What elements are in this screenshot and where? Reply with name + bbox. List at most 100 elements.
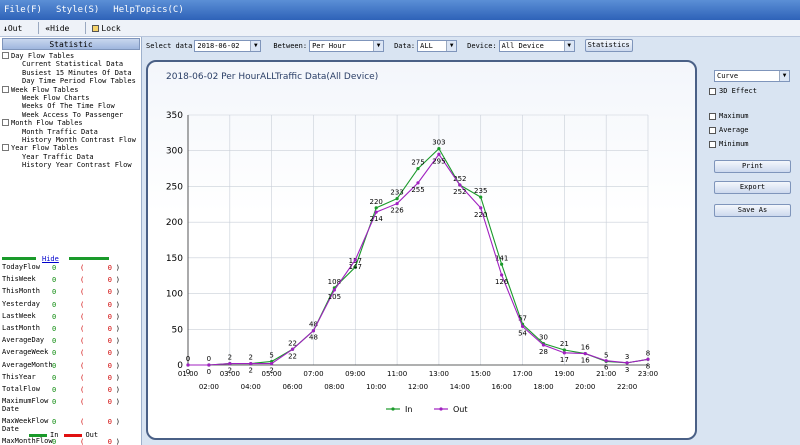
green-bar: [2, 257, 36, 260]
data-point-out: [625, 361, 629, 365]
out-button[interactable]: ↓ Out: [3, 24, 30, 33]
data-label-out: 17: [560, 356, 569, 364]
tree-item[interactable]: History Year Contrast Flow: [22, 161, 132, 170]
menu-help-topics[interactable]: HelpTopics(C): [113, 5, 184, 15]
date-picker[interactable]: 2018-06-02: [194, 39, 262, 52]
flow-row: LastWeek 0 (0): [2, 311, 140, 325]
flow-compare-value: 0: [107, 264, 112, 272]
hide-link[interactable]: Hide: [42, 254, 59, 263]
tree-item[interactable]: History Month Contrast Flow: [22, 135, 136, 144]
tree-item[interactable]: Day Time Period Flow Tables: [22, 77, 136, 86]
toolbar-separator: [85, 22, 87, 34]
data-point-out: [520, 324, 525, 329]
flow-paren-close: ): [115, 438, 120, 445]
right-panel: [706, 58, 800, 445]
print-button[interactable]: Print: [714, 160, 791, 173]
tree-item[interactable]: Week Flow Tables: [2, 86, 140, 94]
statistic-button[interactable]: Statistic: [2, 38, 140, 50]
x-tick-label: 14:00: [450, 383, 470, 391]
flow-value: 0: [52, 438, 57, 445]
flow-label: MaximumFlow Date: [2, 397, 49, 413]
maximum-checkbox[interactable]: Maximum: [709, 112, 749, 120]
flow-compare-value: 0: [107, 312, 112, 321]
tree-item[interactable]: Month Traffic Data: [22, 127, 98, 136]
x-tick-label: 18:00: [533, 383, 553, 391]
export-button[interactable]: Export: [714, 181, 791, 194]
tree-item[interactable]: Day Flow Tables: [2, 52, 140, 60]
average-checkbox[interactable]: Average: [709, 126, 749, 134]
lock-label: Lock: [101, 23, 121, 33]
between-select[interactable]: Per Hour: [309, 39, 385, 52]
data-label-in: 57: [518, 314, 527, 322]
x-tick-label: 11:00: [387, 370, 407, 378]
flow-paren-open: (: [80, 398, 85, 407]
tree-item[interactable]: Weeks Of The Time Flow: [22, 102, 115, 111]
flow-row: AverageMonth 0(0): [2, 361, 140, 374]
y-tick-label: 250: [166, 182, 183, 192]
hide-button[interactable]: «Hide: [45, 24, 77, 33]
tree-item[interactable]: Year Traffic Data: [22, 152, 94, 161]
lock-button[interactable]: Lock: [92, 24, 128, 33]
flow-row: MaximumFlow Date 0(0): [2, 397, 140, 418]
tree-item[interactable]: Year Flow Tables: [2, 144, 140, 152]
data-point-in: [479, 195, 483, 199]
hide-label: Hide: [50, 23, 70, 33]
flow-compare-value: 0: [107, 361, 112, 370]
data-point-out: [437, 152, 441, 156]
3d-effect-label: 3D Effect: [719, 87, 757, 95]
flow-paren-open: (: [80, 438, 85, 445]
legend-label: In: [405, 405, 412, 414]
save-as-button[interactable]: Save As: [714, 204, 791, 217]
tree-item[interactable]: Current Statistical Data: [22, 60, 124, 69]
tree-item[interactable]: Week Access To Passenger: [22, 110, 124, 119]
flow-label: LastWeek: [2, 311, 36, 320]
y-tick-label: 300: [166, 147, 183, 157]
flow-label: ThisWeek: [2, 275, 36, 284]
menu-style[interactable]: Style(S): [55, 5, 100, 15]
flow-compare-value: 0: [107, 276, 112, 285]
x-tick-label: 06:00: [282, 383, 302, 391]
flow-paren-open: (: [80, 312, 85, 321]
flow-compare-value: 0: [107, 337, 112, 346]
3d-effect-checkbox[interactable]: 3D Effect: [709, 87, 757, 95]
data-label-out: 54: [518, 329, 527, 337]
flow-paren-open: (: [80, 337, 85, 346]
flow-compare-value: 0: [107, 385, 112, 394]
y-tick-label: 200: [166, 218, 183, 228]
average-label: Average: [719, 126, 749, 134]
flow-paren-close: ): [115, 418, 120, 427]
flow-paren-open: (: [80, 418, 85, 427]
tree-item[interactable]: Busiest 15 Minutes Of Data: [22, 68, 132, 77]
x-tick-label: 10:00: [366, 383, 386, 391]
menu-file[interactable]: File(F): [4, 5, 42, 15]
maximum-label: Maximum: [719, 112, 749, 120]
data-point-out: [395, 201, 399, 206]
flow-paren-open: (: [80, 288, 85, 297]
data-label-out: 295: [432, 157, 445, 165]
data-label-in: 235: [474, 187, 487, 195]
device-select[interactable]: All Device: [498, 39, 575, 52]
flow-paren-open: (: [80, 264, 85, 272]
statistics-button[interactable]: Statistics: [584, 39, 633, 52]
data-point-out: [290, 347, 295, 351]
flow-label: AverageDay: [2, 336, 45, 345]
data-label-out: 2: [228, 367, 232, 375]
flow-paren-close: ): [115, 398, 120, 407]
toolbar-separator: [38, 22, 40, 34]
flow-label: MaxWeekFlow Date: [2, 417, 49, 433]
flow-label: ThisYear: [2, 372, 36, 381]
data-label-out: 252: [453, 188, 466, 196]
tree-item[interactable]: Week Flow Charts: [22, 93, 90, 102]
data-select[interactable]: ALL: [417, 39, 458, 52]
flow-paren-open: (: [80, 276, 85, 285]
tree-item[interactable]: Month Flow Tables: [2, 119, 140, 127]
x-tick-label: 17:00: [512, 370, 532, 378]
flow-compare-value: 0: [107, 373, 112, 382]
chart-type-select[interactable]: Curve: [714, 70, 790, 82]
minimum-checkbox[interactable]: Minimum: [709, 140, 749, 148]
y-tick-label: 50: [172, 325, 184, 335]
y-tick-label: 0: [177, 361, 183, 371]
y-tick-label: 350: [166, 111, 183, 121]
x-tick-label: 13:00: [429, 370, 449, 378]
flow-row: AverageDay 0 (0): [2, 337, 140, 349]
